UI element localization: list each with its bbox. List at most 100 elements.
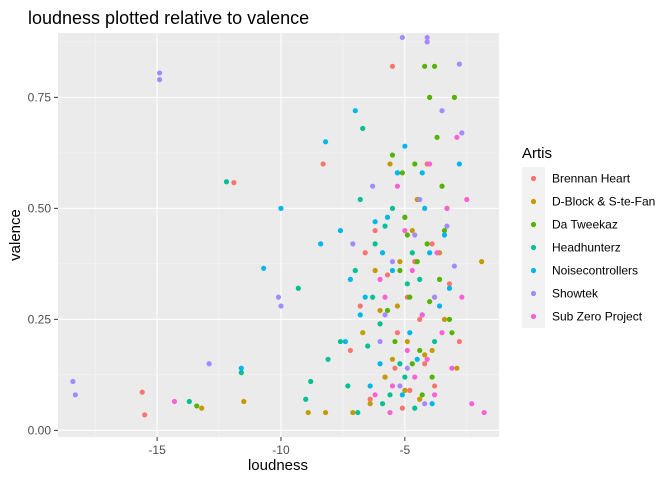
data-point [387,392,393,398]
data-point [342,338,348,345]
data-point [431,383,438,389]
data-point [350,409,356,416]
data-point [444,205,450,211]
data-point [417,316,423,322]
data-point [337,338,344,345]
data-point [427,94,433,100]
data-point [372,267,378,274]
x-tick-label: -5 [400,443,411,457]
data-point [397,361,403,367]
data-point [409,267,415,274]
data-point [414,259,420,265]
data-point [404,281,410,287]
legend-label: D-Block & S-te-Fan [552,195,655,209]
data-point [377,321,383,327]
data-point [372,241,378,247]
y-tick-label: 0.25 [28,312,52,326]
legend-marker [530,175,537,182]
data-point [325,356,331,362]
data-point [392,338,398,345]
data-point [360,125,366,132]
legend-marker [530,221,537,228]
data-point [417,276,423,282]
y-tick-label: 0.75 [28,90,52,104]
legend-label: Sub Zero Project [552,310,643,324]
data-point [347,276,353,282]
data-point [379,250,386,256]
data-point [412,232,418,238]
data-point [384,214,391,220]
data-point [199,405,205,411]
data-point [424,241,430,247]
data-point [379,401,386,407]
data-point [446,285,453,291]
data-point [206,361,212,367]
data-point [427,298,433,305]
data-point [427,250,433,256]
data-point [429,241,435,247]
data-point [404,232,410,238]
data-point [417,196,423,203]
data-point [441,232,448,238]
data-point [171,398,178,405]
data-point [414,356,420,362]
data-point [372,392,378,398]
data-point [389,205,396,211]
data-point [365,343,371,349]
data-point [456,61,462,67]
data-point [427,161,433,167]
legend-item: Brennan Heart [522,167,631,190]
data-point [367,396,373,402]
legend-marker [530,267,537,274]
data-point [362,250,368,256]
data-point [223,179,230,185]
data-point [454,365,460,371]
data-point [295,285,301,291]
data-point [481,409,487,416]
data-point [404,365,410,371]
legend-items: Brennan Heart D-Block & S-te-Fan Da Tweeka… [522,167,655,328]
data-point [459,294,465,300]
data-point [238,365,244,371]
legend-marker [530,198,537,205]
data-point [357,303,363,309]
data-point [377,338,383,345]
data-point [424,34,430,41]
data-point [446,316,453,322]
data-point [320,161,326,167]
legend-label: Headhunterz [552,241,621,255]
legend-item: Showtek [522,282,599,305]
data-point [399,392,405,398]
data-point [464,196,470,203]
data-point [370,183,376,189]
data-point [382,294,388,300]
data-point [70,378,76,385]
data-point [422,401,428,407]
data-point [422,352,428,358]
data-point [407,387,413,393]
legend-marker [530,313,537,320]
data-point [357,196,363,203]
y-axis-ticks: 0.00 0.25 0.50 0.75 [28,90,58,437]
legend-item: D-Block & S-te-Fan [522,190,655,213]
data-point [402,387,408,393]
data-point [186,398,192,405]
data-point [241,398,247,405]
plot-panel [58,33,499,437]
data-point [412,374,418,380]
data-point [194,403,200,409]
data-point [449,365,455,371]
data-point [278,205,284,211]
data-point [399,34,405,41]
y-tick-label: 0.00 [28,423,52,437]
data-point [412,405,418,411]
data-point [419,170,425,176]
data-point [322,139,329,145]
data-point [479,259,485,265]
data-point [446,281,453,287]
data-point [409,227,415,234]
data-point [355,409,361,416]
data-point [429,374,435,380]
grid-minor [58,33,499,437]
